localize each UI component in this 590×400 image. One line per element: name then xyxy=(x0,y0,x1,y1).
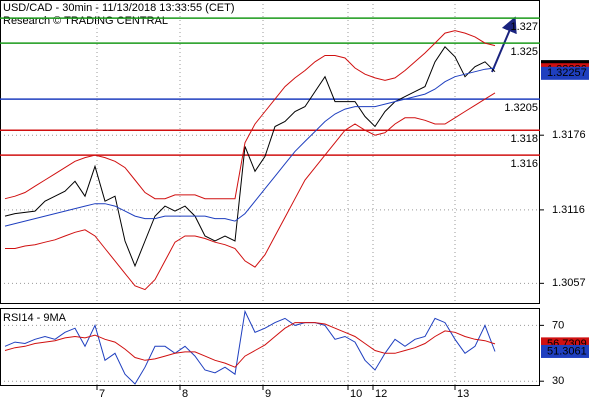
y-tick-label: 1.3057 xyxy=(552,277,586,289)
series-line xyxy=(4,309,496,385)
series-line xyxy=(4,322,496,368)
y-tick-label: 1.3116 xyxy=(552,204,585,216)
y-tick-label: 30 xyxy=(552,375,564,387)
x-tick-label: 8 xyxy=(182,388,188,400)
y-tick-label: 1.3176 xyxy=(552,129,586,141)
x-tick-label: 10 xyxy=(350,388,362,400)
series-line xyxy=(5,92,496,291)
last-value-label: 1.32257 xyxy=(547,67,587,79)
chart-subtitle: Research © TRADING CENTRAL xyxy=(3,15,168,27)
x-tick-label: 13 xyxy=(457,388,469,400)
x-tick-label: 9 xyxy=(265,388,271,400)
series-line xyxy=(4,30,496,200)
forecast-arrow xyxy=(491,16,517,73)
x-tick-label: 7 xyxy=(99,388,105,400)
last-value-label: 51.3061 xyxy=(547,345,587,357)
level-label: 1.316 xyxy=(510,158,538,170)
level-label: 1.318 xyxy=(510,133,538,145)
last-value-box xyxy=(541,344,589,358)
level-label: 1.325 xyxy=(510,46,538,58)
series-line xyxy=(4,67,496,227)
y-tick-label: 70 xyxy=(552,319,564,331)
chart-title: USD/CAD - 30min - 11/13/2018 13:33:55 (C… xyxy=(3,2,235,14)
series-line xyxy=(4,46,496,268)
rsi-title: RSI14 - 9MA xyxy=(3,312,67,324)
price-panel xyxy=(0,0,540,304)
last-value-box xyxy=(541,66,589,80)
x-tick-label: 12 xyxy=(375,388,387,400)
level-label: 1.3205 xyxy=(504,102,538,114)
rsi-panel xyxy=(0,308,540,386)
level-label: 1.327 xyxy=(510,21,538,33)
